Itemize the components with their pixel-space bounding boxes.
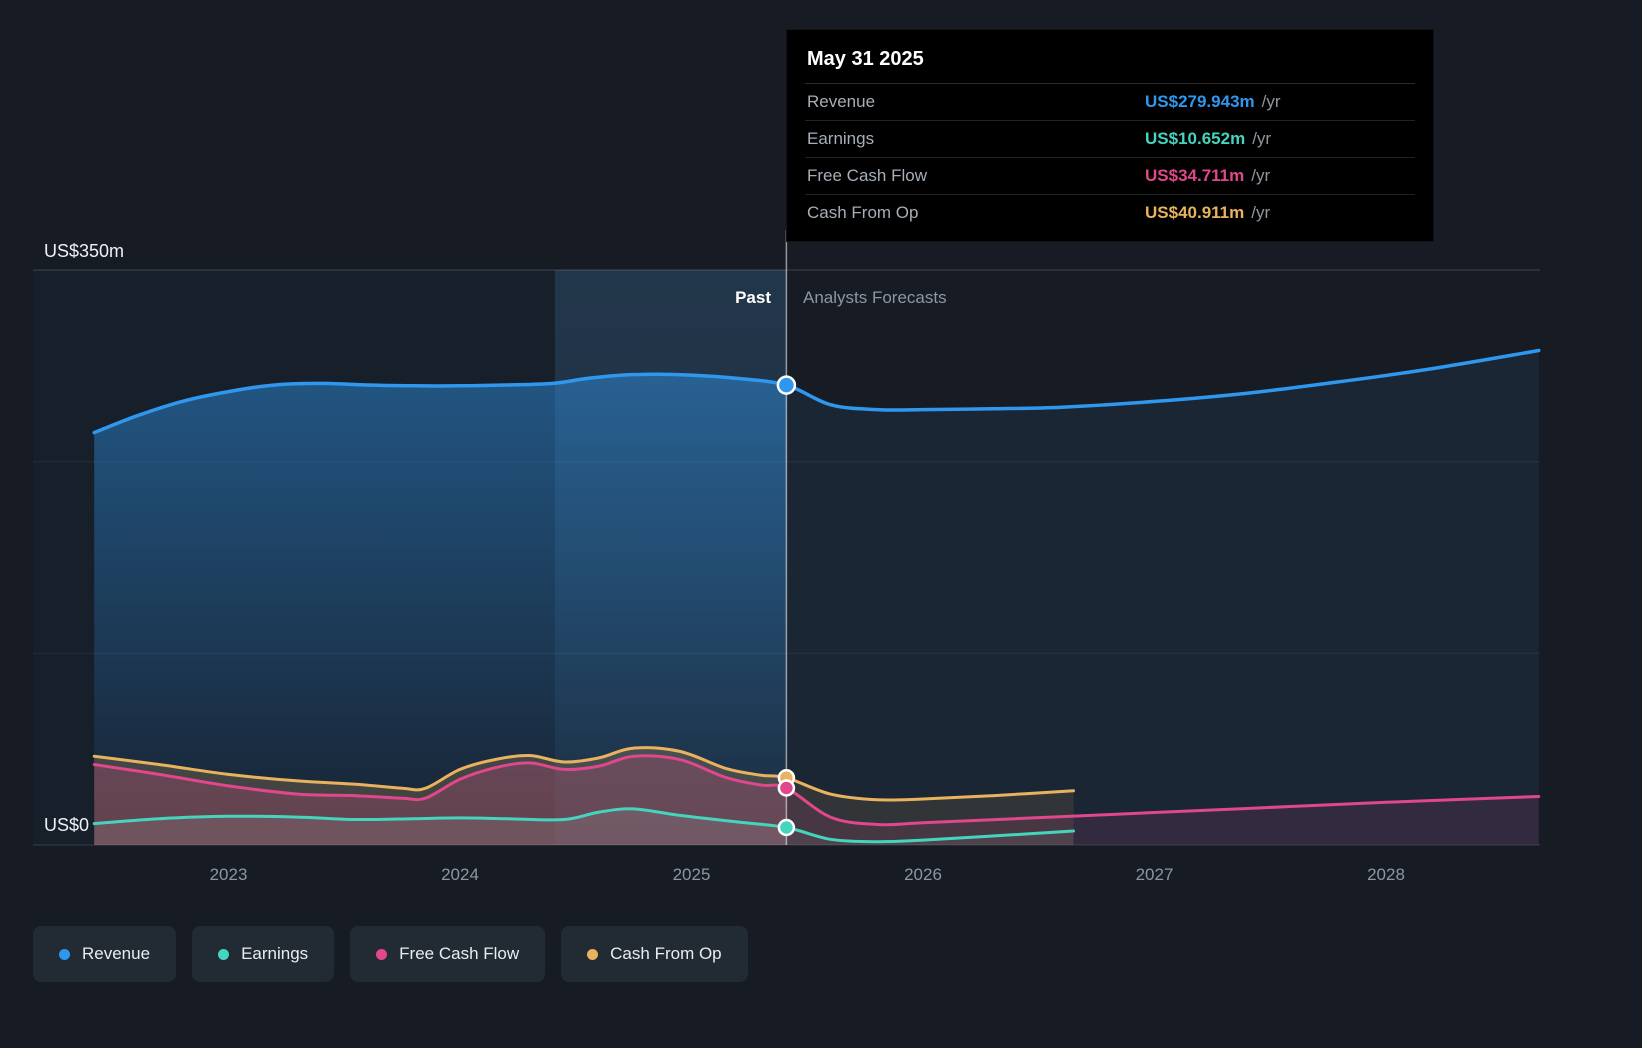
tooltip-value-free-cash-flow: US$34.711m bbox=[1145, 166, 1245, 185]
tooltip-label-earnings: Earnings bbox=[807, 129, 875, 148]
tooltip-value-wrap: US$279.943m /yr bbox=[1145, 92, 1281, 112]
legend-label-cash-from-op: Cash From Op bbox=[610, 944, 722, 963]
svg-text:2024: 2024 bbox=[441, 865, 479, 884]
tooltip: May 31 2025 Revenue US$279.943m /yr Earn… bbox=[786, 29, 1434, 242]
legend-label-revenue: Revenue bbox=[82, 944, 151, 963]
legend-dot-earnings-icon bbox=[218, 948, 230, 960]
tooltip-label-free-cash-flow: Free Cash Flow bbox=[807, 166, 927, 185]
tooltip-suffix: /yr bbox=[1252, 129, 1272, 148]
tooltip-row-revenue: Revenue US$279.943m /yr bbox=[805, 84, 1415, 121]
y-axis-max-label: US$350m bbox=[44, 241, 125, 261]
legend-dot-revenue-icon bbox=[59, 948, 70, 960]
svg-text:2026: 2026 bbox=[904, 865, 942, 884]
legend-item-revenue[interactable]: Revenue bbox=[33, 926, 177, 982]
tooltip-value-wrap: US$34.711m /yr bbox=[1145, 166, 1270, 186]
tooltip-suffix: /yr bbox=[1261, 92, 1281, 111]
tooltip-row-cash-from-op: Cash From Op US$40.911m /yr bbox=[805, 195, 1415, 231]
svg-text:2028: 2028 bbox=[1367, 865, 1405, 884]
legend-item-cash-from-op[interactable]: Cash From Op bbox=[561, 926, 748, 982]
tooltip-value-wrap: US$10.652m /yr bbox=[1145, 129, 1271, 149]
tooltip-value-cash-from-op: US$40.911m bbox=[1145, 203, 1245, 222]
svg-text:2023: 2023 bbox=[210, 865, 248, 884]
tooltip-row-free-cash-flow: Free Cash Flow US$34.711m /yr bbox=[805, 158, 1415, 195]
tooltip-suffix: /yr bbox=[1251, 166, 1271, 185]
legend-item-earnings[interactable]: Earnings bbox=[192, 926, 335, 982]
tooltip-row-earnings: Earnings US$10.652m /yr bbox=[805, 121, 1415, 158]
legend-label-earnings: Earnings bbox=[241, 944, 309, 963]
legend-label-free-cash-flow: Free Cash Flow bbox=[399, 944, 520, 963]
legend: Revenue Earnings Free Cash Flow Cash Fro… bbox=[33, 926, 748, 982]
tooltip-date: May 31 2025 bbox=[805, 42, 1415, 84]
tooltip-label-cash-from-op: Cash From Op bbox=[807, 203, 919, 222]
past-label: Past bbox=[735, 288, 771, 307]
svg-text:2025: 2025 bbox=[673, 865, 711, 884]
svg-text:2027: 2027 bbox=[1136, 865, 1174, 884]
tooltip-label-revenue: Revenue bbox=[807, 92, 876, 111]
legend-item-free-cash-flow[interactable]: Free Cash Flow bbox=[350, 926, 546, 982]
legend-dot-cash-from-op-icon bbox=[587, 948, 599, 960]
tooltip-suffix: /yr bbox=[1251, 203, 1271, 222]
tooltip-value-earnings: US$10.652m bbox=[1145, 129, 1246, 148]
forecast-label: Analysts Forecasts bbox=[803, 288, 947, 307]
tooltip-value-revenue: US$279.943m bbox=[1145, 92, 1255, 111]
y-axis-min-label: US$0 bbox=[44, 815, 90, 835]
legend-dot-free-cash-flow-icon bbox=[376, 948, 388, 960]
tooltip-value-wrap: US$40.911m /yr bbox=[1145, 203, 1270, 223]
